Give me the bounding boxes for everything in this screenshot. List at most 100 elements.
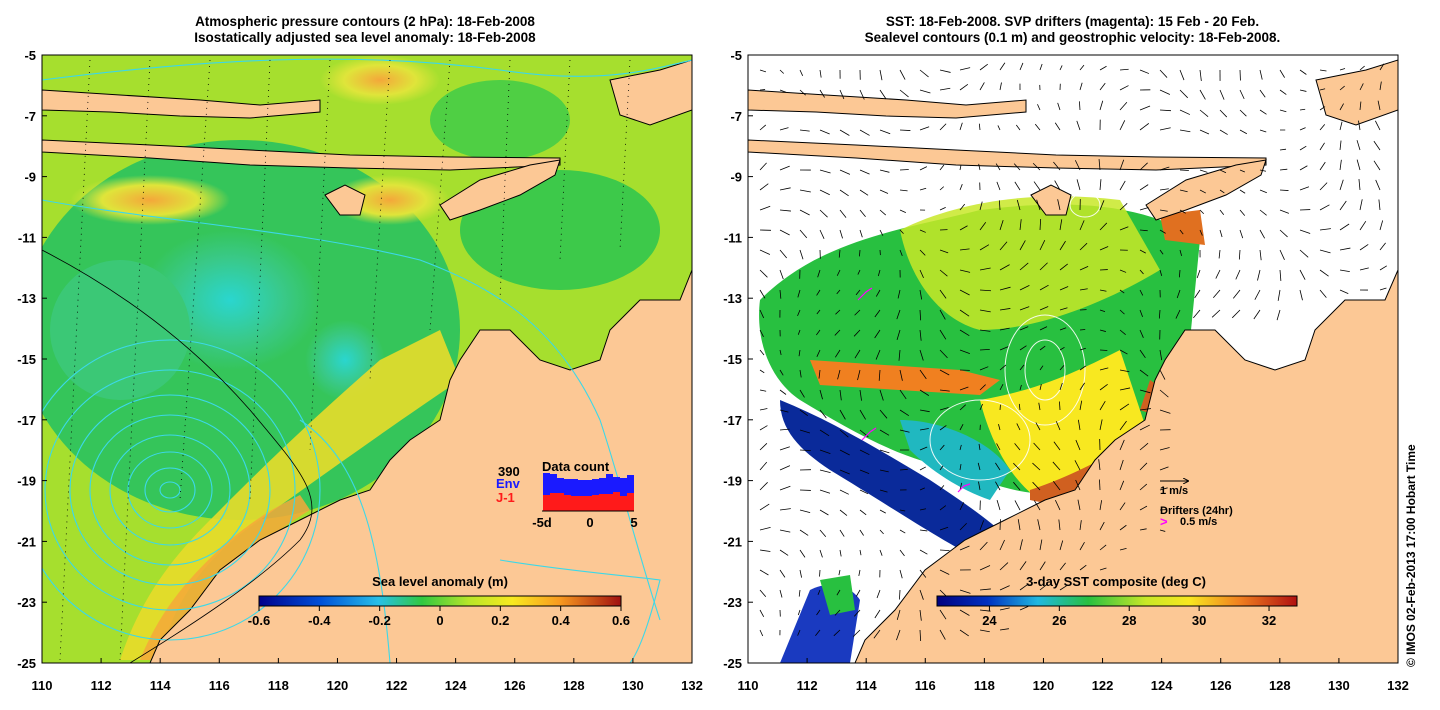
velocity-arrow: [1299, 89, 1307, 92]
velocity-arrow: [919, 349, 924, 361]
velocity-arrow: [816, 329, 821, 336]
velocity-arrow: [999, 383, 1004, 391]
velocity-arrow: [836, 289, 841, 295]
velocity-arrow: [996, 181, 1001, 191]
left-xtick-label: 122: [386, 678, 408, 693]
velocity-arrow: [1299, 165, 1308, 171]
velocity-arrow: [1239, 189, 1246, 194]
data-count-bar-env: [606, 474, 613, 494]
velocity-arrow: [1019, 219, 1022, 231]
right-ytick-label: -11: [724, 230, 742, 245]
velocity-arrow: [1377, 100, 1381, 111]
sla-coastal-high-band: [120, 330, 460, 660]
velocity-arrow: [1199, 229, 1203, 236]
velocity-arrow: [859, 489, 869, 495]
velocity-arrow: [979, 309, 991, 313]
velocity-arrow: [1339, 269, 1350, 273]
velocity-arrow: [879, 169, 890, 173]
velocity-arrow: [1059, 65, 1063, 71]
velocity-arrow: [819, 169, 831, 174]
velocity-arrow: [1058, 519, 1061, 531]
velocity-arrow: [1356, 140, 1361, 151]
velocity-arrow: [999, 62, 1006, 71]
velocity-arrow: [919, 529, 928, 532]
sst-cb-ticks-label: 26: [1052, 613, 1066, 628]
velocity-arrow: [859, 189, 869, 196]
velocity-arrow: [1139, 309, 1143, 318]
velocity-arrow: [859, 209, 866, 218]
velocity-arrow: [1119, 309, 1125, 315]
velocity-arrow: [899, 189, 908, 192]
velocity-arrow: [919, 569, 927, 578]
data-count-title: Data count: [542, 459, 610, 474]
velocity-arrow: [1279, 229, 1288, 238]
velocity-arrow: [1039, 561, 1046, 571]
sealevel-contours: [902, 179, 1101, 481]
velocity-arrow: [1339, 68, 1346, 71]
velocity-arrow: [979, 244, 990, 251]
velocity-arrow: [1119, 420, 1127, 431]
velocity-arrow: [859, 169, 870, 175]
velocity-arrow: [1032, 162, 1041, 171]
velocity-arrow: [1013, 462, 1021, 471]
sla-cb-ticks-label: -0.4: [308, 613, 331, 628]
velocity-arrow: [819, 409, 827, 419]
right-ytick-label: -23: [723, 595, 742, 610]
drifter-tracks: [857, 287, 971, 493]
velocity-arrow: [1139, 123, 1150, 131]
velocity-arrow: [839, 229, 843, 239]
velocity-arrow: [1259, 169, 1267, 172]
velocity-arrow: [759, 609, 765, 618]
velocity-arrow: [839, 549, 842, 557]
velocity-arrow: [939, 425, 947, 431]
velocity-arrow: [859, 229, 863, 238]
velocity-arrow: [919, 389, 930, 396]
velocity-arrow: [1193, 309, 1201, 319]
right-xtick-label: 124: [1151, 678, 1173, 693]
velocity-arrow: [819, 429, 830, 437]
velocity-arrow: [839, 189, 849, 197]
velocity-arrow: [1319, 228, 1331, 231]
velocity-arrow: [939, 123, 947, 131]
velocity-arrow: [1379, 220, 1384, 231]
velocity-arrow: [1339, 247, 1351, 251]
velocity-arrow: [759, 408, 768, 411]
velocity-arrow: [759, 309, 765, 319]
velocity-arrow: [859, 549, 862, 556]
velocity-arrow: [1339, 200, 1347, 211]
velocity-arrow: [1074, 460, 1081, 471]
velocity-arrow: [819, 389, 823, 400]
velocity-arrow: [959, 67, 971, 71]
new-guinea-right: [1315, 59, 1398, 126]
velocity-arrow: [879, 69, 883, 81]
velocity-arrow: [1375, 179, 1381, 191]
velocity-arrow: [779, 508, 791, 511]
data-count-bar-env: [550, 474, 557, 493]
velocity-arrow: [819, 229, 825, 239]
left-ytick-label: -13: [17, 291, 36, 306]
velocity-arrow: [1059, 219, 1063, 231]
velocity-arrow: [999, 607, 1010, 611]
velocity-arrow: [818, 369, 821, 379]
velocity-arrow: [759, 629, 764, 637]
velocity-arrow: [1358, 179, 1361, 191]
right-ytick-label: -17: [723, 413, 742, 428]
velocity-arrow: [759, 461, 768, 471]
velocity-arrow: [1119, 180, 1126, 191]
velocity-arrow: [959, 248, 970, 251]
velocity-arrow: [1238, 249, 1241, 260]
velocity-arrow: [896, 329, 901, 341]
velocity-arrow: [1119, 524, 1127, 531]
velocity-arrow: [1179, 89, 1188, 99]
velocity-arrow: [879, 529, 884, 535]
sst-yellow-north: [900, 196, 1160, 330]
velocity-arrow: [799, 569, 802, 578]
velocity-arrow: [1099, 479, 1101, 491]
right-xtick-label: 114: [856, 678, 878, 693]
velocity-arrow: [1013, 163, 1021, 171]
sst-green-south: [820, 575, 855, 615]
velocity-arrow: [1211, 309, 1221, 318]
velocity-arrow: [1279, 209, 1290, 214]
right-ytick-label: -13: [723, 291, 742, 306]
velocity-arrow: [854, 309, 861, 316]
